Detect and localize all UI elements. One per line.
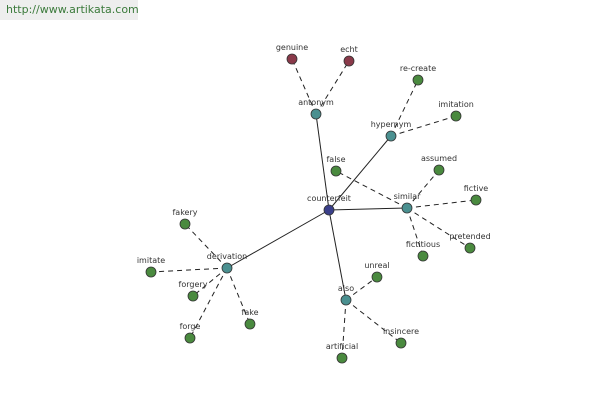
node-label: insincere (383, 327, 419, 336)
edge-dashed (335, 170, 408, 209)
node (371, 271, 383, 283)
node-label: antonym (298, 98, 334, 107)
node-label: unreal (364, 261, 389, 270)
node-label: echt (340, 45, 358, 54)
node-label: pretended (449, 232, 490, 241)
node-label: similar (394, 192, 422, 201)
edge-dashed (406, 207, 471, 249)
edge-dashed (390, 79, 419, 137)
node-label: hypernym (371, 120, 412, 129)
node (330, 165, 342, 177)
node-label: also (338, 284, 354, 293)
node (433, 164, 445, 176)
node-label: fake (242, 308, 259, 317)
node (145, 266, 157, 278)
edge-dashed (345, 299, 402, 344)
edge-dashed (390, 115, 457, 137)
node (385, 130, 397, 142)
node (395, 337, 407, 349)
edge-dashed (184, 223, 228, 269)
node-label: forgery (179, 280, 208, 289)
node (470, 194, 482, 206)
edge-dashed (345, 276, 378, 301)
edge-dashed (226, 267, 251, 325)
node (323, 204, 335, 216)
node (179, 218, 191, 230)
node (336, 352, 348, 364)
node (310, 108, 322, 120)
node-label: genuine (276, 43, 308, 52)
edge (315, 113, 330, 211)
node (464, 242, 476, 254)
node (450, 110, 462, 122)
node-label: derivation (207, 252, 247, 261)
edge (328, 209, 347, 301)
edge-dashed (341, 299, 347, 359)
node (343, 55, 355, 67)
node (412, 74, 424, 86)
node-label: forge (180, 322, 201, 331)
node (401, 202, 413, 214)
node-label: imitation (438, 100, 474, 109)
edge-dashed (406, 169, 440, 209)
node-label: counterfeit (307, 194, 351, 203)
node-label: fictitious (406, 240, 440, 249)
node (221, 262, 233, 274)
node-label: fictive (464, 184, 489, 193)
node (286, 53, 298, 65)
node-label: imitate (137, 256, 165, 265)
edge-dashed (192, 267, 228, 297)
node-label: fakery (172, 208, 197, 217)
edge-dashed (150, 267, 228, 273)
edge (328, 135, 392, 211)
edge-dashed (315, 60, 350, 115)
node (244, 318, 256, 330)
node-label: assumed (421, 154, 457, 163)
node (187, 290, 199, 302)
watermark: http://www.artikata.com (0, 0, 139, 20)
node-label: false (326, 155, 345, 164)
node (340, 294, 352, 306)
edge (226, 209, 330, 269)
edge-dashed (291, 58, 317, 115)
edge (328, 207, 408, 211)
node-label: artificial (326, 342, 358, 351)
node (417, 250, 429, 262)
edge-dashed (189, 267, 228, 339)
node (184, 332, 196, 344)
edge-dashed (406, 199, 477, 209)
node-label: re-create (400, 64, 436, 73)
